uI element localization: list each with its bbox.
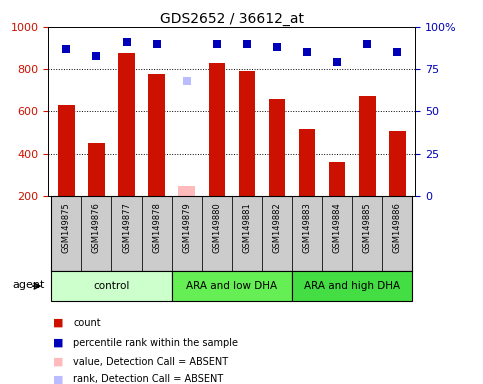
Text: ARA and low DHA: ARA and low DHA xyxy=(186,281,277,291)
Bar xyxy=(58,105,75,196)
Text: ■: ■ xyxy=(53,318,64,328)
Text: GSM149885: GSM149885 xyxy=(363,202,372,253)
Text: GSM149876: GSM149876 xyxy=(92,202,101,253)
Text: agent: agent xyxy=(12,280,44,290)
Bar xyxy=(112,196,142,271)
Text: GSM149882: GSM149882 xyxy=(272,202,282,253)
Bar xyxy=(329,162,345,196)
Text: GSM149877: GSM149877 xyxy=(122,202,131,253)
Bar xyxy=(352,196,382,271)
Bar xyxy=(142,196,171,271)
Bar xyxy=(299,129,315,196)
Bar xyxy=(322,196,352,271)
Bar xyxy=(148,74,165,196)
Bar xyxy=(171,196,202,271)
Bar xyxy=(88,143,105,196)
Bar xyxy=(232,196,262,271)
Text: GSM149886: GSM149886 xyxy=(393,202,402,253)
Title: GDS2652 / 36612_at: GDS2652 / 36612_at xyxy=(160,12,304,26)
Text: ■: ■ xyxy=(53,374,64,384)
Bar xyxy=(292,271,412,301)
Bar xyxy=(202,196,232,271)
Text: GSM149884: GSM149884 xyxy=(333,202,341,253)
Text: GSM149878: GSM149878 xyxy=(152,202,161,253)
Text: count: count xyxy=(73,318,101,328)
Bar xyxy=(239,71,255,196)
Text: GSM149883: GSM149883 xyxy=(302,202,312,253)
Text: GSM149880: GSM149880 xyxy=(213,202,221,253)
Bar xyxy=(292,196,322,271)
Bar xyxy=(359,96,375,196)
Text: rank, Detection Call = ABSENT: rank, Detection Call = ABSENT xyxy=(73,374,224,384)
Bar xyxy=(51,196,82,271)
Bar xyxy=(209,63,225,196)
Text: ■: ■ xyxy=(53,357,64,367)
Text: GSM149875: GSM149875 xyxy=(62,202,71,253)
Text: percentile rank within the sample: percentile rank within the sample xyxy=(73,338,239,348)
Bar xyxy=(82,196,112,271)
Text: value, Detection Call = ABSENT: value, Detection Call = ABSENT xyxy=(73,357,228,367)
Bar xyxy=(269,99,285,196)
Bar xyxy=(262,196,292,271)
Bar xyxy=(382,196,412,271)
Bar xyxy=(389,131,406,196)
Text: GSM149879: GSM149879 xyxy=(182,202,191,253)
Text: ■: ■ xyxy=(53,338,64,348)
Text: GSM149881: GSM149881 xyxy=(242,202,251,253)
Bar xyxy=(178,186,195,196)
Bar xyxy=(171,271,292,301)
Text: control: control xyxy=(93,281,129,291)
Bar xyxy=(118,53,135,196)
Text: ARA and high DHA: ARA and high DHA xyxy=(304,281,400,291)
Bar xyxy=(51,271,171,301)
